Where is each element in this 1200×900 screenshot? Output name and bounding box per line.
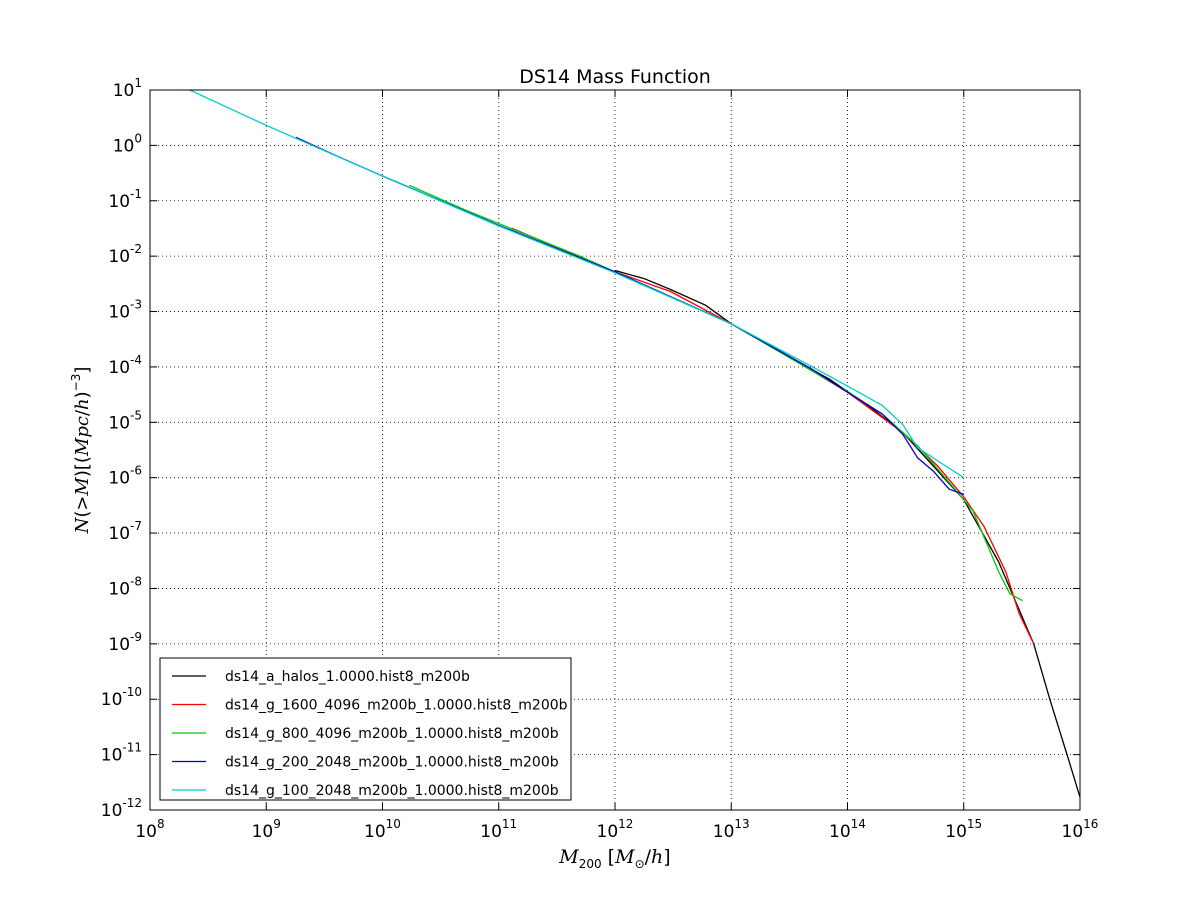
y-tick-label: 10-5 (108, 408, 142, 433)
series-line-2 (511, 227, 1035, 645)
legend: ds14_a_halos_1.0000.hist8_m200b ds14_g_16… (159, 657, 572, 801)
legend-box (159, 657, 572, 801)
x-tick-label: 1015 (945, 817, 982, 842)
x-tick-label: 1014 (829, 817, 866, 842)
y-tick-label: 10-12 (101, 796, 142, 821)
grid-lines (150, 90, 1080, 810)
series-line-5 (189, 90, 965, 479)
x-tick-label: 1013 (713, 817, 750, 842)
y-tick-label: 10-8 (108, 574, 142, 599)
legend-label-5: ds14_g_100_2048_m200b_1.0000.hist8_m200b (225, 783, 559, 799)
y-tick-label: 10-3 (108, 298, 142, 323)
y-tick-label: 10-4 (108, 353, 142, 378)
legend-label-4: ds14_g_200_2048_m200b_1.0000.hist8_m200b (225, 755, 559, 771)
y-tick-label: 10-1 (108, 187, 142, 212)
y-tick-label: 10-11 (101, 741, 142, 766)
y-tick-label: 100 (113, 131, 142, 156)
x-axis-label: M200 [M⊙/h] (558, 846, 670, 871)
y-tick-label: 10-6 (108, 464, 142, 489)
series-lines (189, 90, 1080, 798)
y-tick-label: 10-10 (101, 685, 142, 710)
x-tick-label: 1012 (597, 817, 634, 842)
y-tick-label: 10-7 (108, 519, 142, 544)
x-tick-labels: 108 109 1010 1011 1012 1013 1014 1015 1016 (135, 817, 1098, 842)
legend-label-1: ds14_a_halos_1.0000.hist8_m200b (225, 669, 470, 685)
y-tick-label: 101 (113, 76, 142, 101)
legend-label-2: ds14_g_1600_4096_m200b_1.0000.hist8_m200… (225, 698, 568, 714)
x-tick-label: 1011 (480, 817, 517, 842)
legend-label-3: ds14_g_800_4096_m200b_1.0000.hist8_m200b (225, 726, 559, 742)
x-tick-label: 109 (252, 817, 281, 842)
y-tick-label: 10-9 (108, 630, 142, 655)
y-tick-labels: 101 100 10-1 10-2 10-3 10-4 10-5 10-6 10-7 10-8 10… (101, 76, 142, 821)
axis-ticks (149, 89, 1081, 811)
chart-title: DS14 Mass Function (519, 66, 711, 88)
y-tick-label: 10-2 (108, 242, 142, 267)
x-tick-label: 1010 (364, 817, 401, 842)
x-tick-label: 108 (135, 817, 164, 842)
x-tick-label: 1016 (1062, 817, 1099, 842)
y-axis-label: N(>M)[(Mpc/h)−3] (69, 367, 93, 535)
